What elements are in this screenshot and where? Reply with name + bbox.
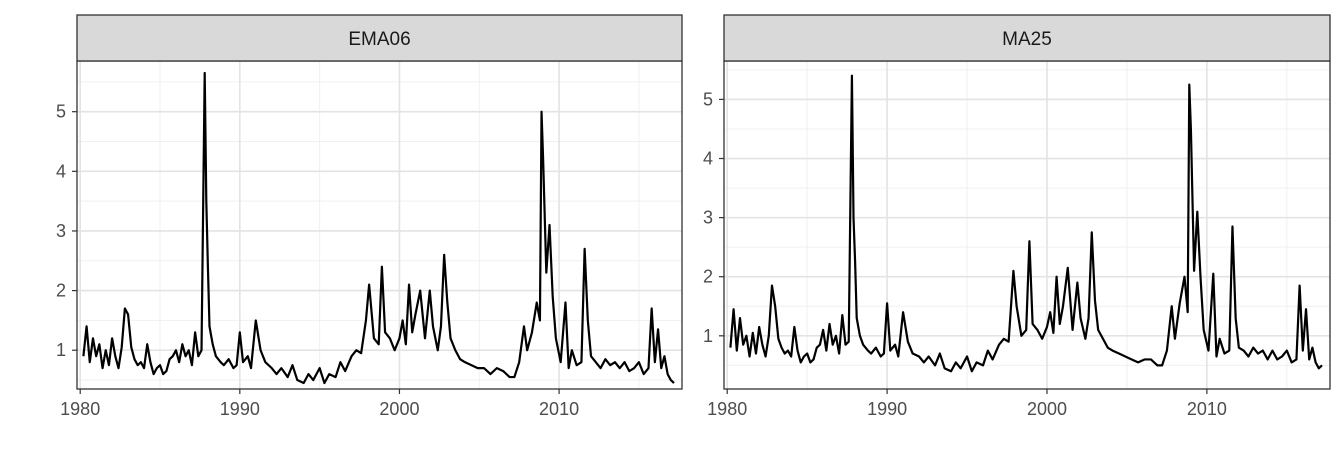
y-tick-label: 1	[703, 326, 713, 346]
y-tick-label: 4	[56, 161, 66, 181]
x-tick-label: 1980	[707, 399, 747, 419]
y-tick-label: 1	[56, 340, 66, 360]
facet-strip-title: MA25	[1002, 29, 1052, 50]
y-tick-label: 3	[56, 221, 66, 241]
x-tick-label: 1990	[867, 399, 907, 419]
series-line-1	[729, 74, 1323, 373]
x-tick-label: 1990	[220, 399, 260, 419]
x-tick-label: 2000	[379, 399, 419, 419]
facet-strip-title: EMA06	[348, 29, 410, 50]
x-tick-label: 2010	[1187, 399, 1227, 419]
x-tick-label: 1980	[60, 399, 100, 419]
series-line-1	[82, 71, 675, 385]
facet-panel-1: EMA06 1980 1990 2000 2010 1 2 3 4 5	[56, 14, 683, 419]
y-tick-label: 3	[703, 208, 713, 228]
facet-strip	[723, 14, 1331, 62]
y-tick-label: 2	[56, 281, 66, 301]
y-tick-label: 2	[703, 267, 713, 287]
y-tick-label: 5	[56, 102, 66, 122]
facet-panel-2: MA25 1980 1990 2000 2010 1 2 3 4 5	[703, 14, 1331, 419]
y-tick-label: 5	[703, 89, 713, 109]
y-tick-label: 4	[703, 149, 713, 169]
x-tick-label: 2000	[1027, 399, 1067, 419]
facet-strip	[76, 14, 683, 62]
x-tick-label: 2010	[539, 399, 579, 419]
